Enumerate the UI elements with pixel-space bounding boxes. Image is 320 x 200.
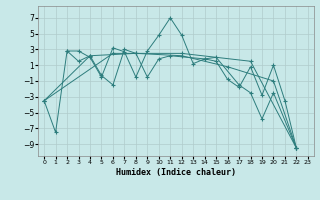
X-axis label: Humidex (Indice chaleur): Humidex (Indice chaleur) — [116, 168, 236, 177]
